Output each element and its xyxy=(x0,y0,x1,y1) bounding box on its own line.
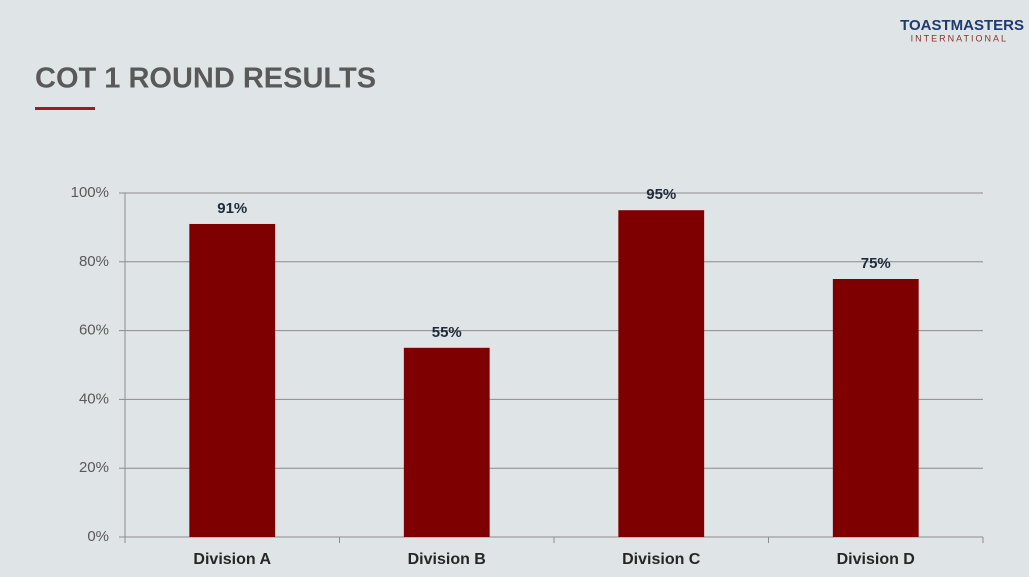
x-tick-label: Division B xyxy=(408,551,486,568)
x-tick-label: Division A xyxy=(193,551,271,568)
y-tick-label: 60% xyxy=(79,322,109,339)
title-underline xyxy=(35,107,95,110)
bar xyxy=(403,347,490,537)
y-tick-label: 100% xyxy=(71,184,109,201)
logo-subtitle: INTERNATIONAL xyxy=(911,33,1008,43)
logo-name: TOASTMASTERS xyxy=(900,17,1024,34)
bar xyxy=(189,223,276,537)
data-label: 55% xyxy=(432,324,462,341)
data-label: 75% xyxy=(861,255,891,272)
x-tick-label: Division C xyxy=(622,551,701,568)
data-label: 95% xyxy=(646,186,676,203)
y-tick-label: 40% xyxy=(79,390,109,407)
data-label: 91% xyxy=(217,200,247,217)
y-tick-label: 80% xyxy=(79,253,109,270)
y-tick-label: 20% xyxy=(79,459,109,476)
bar xyxy=(618,210,705,537)
y-tick-label: 0% xyxy=(87,528,109,545)
x-tick-label: Division D xyxy=(837,551,915,568)
chart-title: COT 1 ROUND RESULTS xyxy=(35,63,376,95)
bar xyxy=(832,279,919,537)
